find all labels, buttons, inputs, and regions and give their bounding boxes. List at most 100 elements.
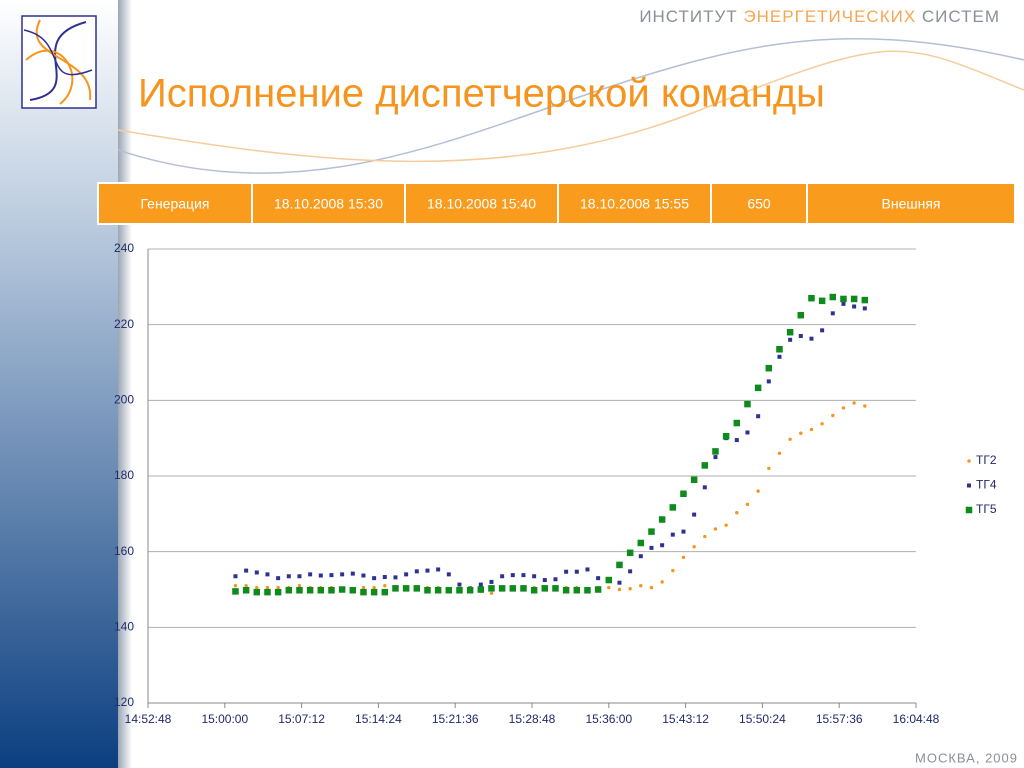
y-tick-label: 200 xyxy=(114,393,134,407)
point xyxy=(573,587,581,594)
point xyxy=(820,328,825,333)
point xyxy=(530,587,538,594)
point xyxy=(392,585,399,592)
table-cell xyxy=(710,182,808,225)
x-tick-label: 15:00:00 xyxy=(201,712,248,726)
point xyxy=(552,585,559,592)
point xyxy=(350,571,355,576)
point xyxy=(445,587,453,594)
point xyxy=(297,584,302,588)
point xyxy=(456,587,463,594)
point xyxy=(777,354,782,359)
point xyxy=(466,587,474,594)
point xyxy=(361,573,366,578)
cell-text: Генерация xyxy=(141,196,210,212)
point xyxy=(788,337,793,342)
y-tick-label: 220 xyxy=(114,317,134,331)
point xyxy=(317,587,325,594)
x-tick-label: 15:28:48 xyxy=(509,712,556,726)
point xyxy=(306,587,314,594)
point xyxy=(820,422,824,426)
point xyxy=(329,573,334,578)
point xyxy=(232,588,239,595)
point xyxy=(788,437,792,442)
chart: 120 140 160 180 200 220 240 14:52:48 15:00:00 15:… xyxy=(114,241,997,726)
point xyxy=(776,346,783,353)
point xyxy=(658,516,666,523)
cell-text: 18.10.2008 15:30 xyxy=(274,196,383,212)
point xyxy=(850,295,858,303)
point xyxy=(360,588,367,596)
point xyxy=(786,328,794,336)
point xyxy=(265,585,270,590)
point xyxy=(798,334,803,339)
point xyxy=(532,574,537,579)
point xyxy=(745,430,750,435)
point xyxy=(361,585,366,590)
point xyxy=(818,297,826,305)
x-tick-label: 15:14:24 xyxy=(355,712,402,726)
legend-marker xyxy=(967,459,971,463)
point xyxy=(617,587,622,592)
legend-label: ТГ5 xyxy=(976,502,997,516)
point xyxy=(564,569,569,574)
point xyxy=(370,588,378,596)
point xyxy=(340,572,345,577)
point xyxy=(681,555,686,560)
y-tick-label: 240 xyxy=(114,241,134,255)
point xyxy=(254,570,259,575)
point xyxy=(425,568,430,573)
point xyxy=(276,576,281,581)
table-cell xyxy=(806,182,1016,225)
x-tick-label: 15:36:00 xyxy=(585,712,632,726)
brand-part: ЭНЕРГЕТИЧЕСКИХ xyxy=(743,7,916,26)
x-tick-label: 15:57:36 xyxy=(816,712,863,726)
point xyxy=(510,573,515,578)
point xyxy=(478,582,483,587)
x-tick-label: 16:04:48 xyxy=(893,712,940,726)
point xyxy=(692,512,697,517)
point xyxy=(681,529,686,534)
y-tick-label: 160 xyxy=(114,544,134,558)
point xyxy=(489,591,494,595)
point xyxy=(744,400,751,408)
point xyxy=(521,573,526,578)
point xyxy=(692,545,696,549)
point xyxy=(638,554,643,559)
point xyxy=(457,582,462,587)
point xyxy=(276,585,280,590)
point xyxy=(274,588,282,596)
point xyxy=(489,579,494,584)
point xyxy=(393,575,398,580)
point xyxy=(498,585,506,592)
point xyxy=(712,448,719,455)
point xyxy=(852,304,857,309)
table-cell xyxy=(404,182,559,225)
point xyxy=(669,504,677,511)
cell-text: 18.10.2008 15:40 xyxy=(427,196,536,212)
point xyxy=(382,575,387,580)
strip-edge xyxy=(118,0,132,768)
legend-marker xyxy=(967,483,971,488)
point xyxy=(318,573,323,578)
footer: МОСКВА, 2009 xyxy=(915,750,1018,765)
point xyxy=(308,572,313,577)
point xyxy=(841,301,846,306)
point xyxy=(594,586,602,593)
point xyxy=(372,576,377,581)
point xyxy=(477,586,485,593)
brand-part: СИСТЕМ xyxy=(922,7,1000,26)
point xyxy=(616,561,623,569)
point xyxy=(809,336,814,341)
point xyxy=(541,585,549,592)
point xyxy=(596,576,601,581)
point xyxy=(713,455,718,460)
point xyxy=(402,585,410,592)
point xyxy=(297,574,302,579)
point xyxy=(831,413,835,418)
point xyxy=(724,523,728,527)
table: Генерация 18.10.2008 15:30 18.10.2008 15:4… xyxy=(97,182,1016,225)
point xyxy=(703,534,707,539)
point xyxy=(722,433,730,440)
brand: ИНСТИТУТ ЭНЕРГЕТИЧЕСКИХ СИСТЕМ xyxy=(639,7,1000,26)
